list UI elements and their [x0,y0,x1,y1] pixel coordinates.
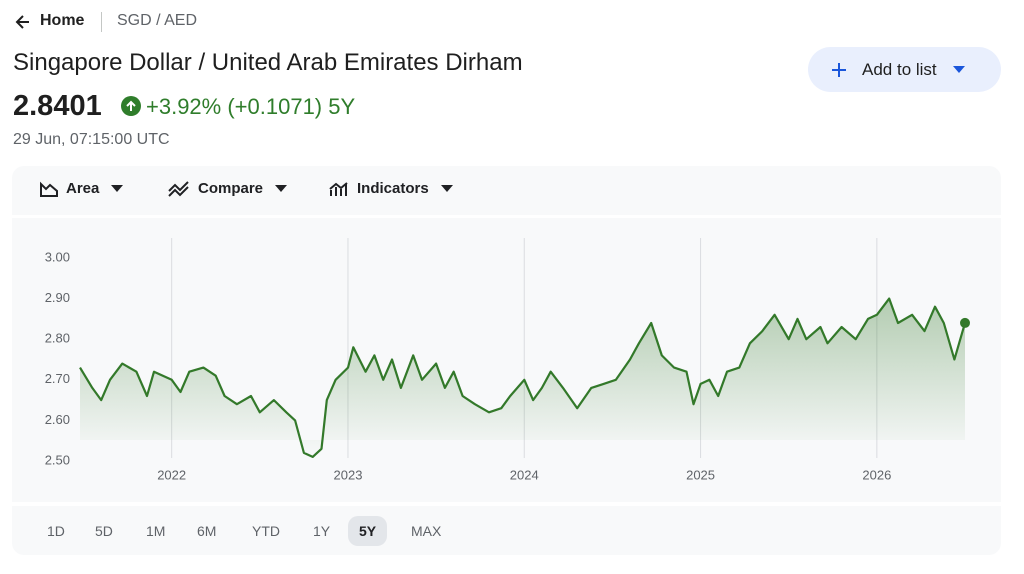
range-button[interactable]: 5D [95,523,113,539]
x-tick-label: 2023 [334,467,363,482]
area-menu[interactable]: Area [40,180,124,197]
last-point [960,317,970,328]
caret-icon [275,184,288,192]
home-link[interactable]: Home [40,12,85,29]
chart: 2022 2023 2024 2025 2026 2.50 2.60 2.70 2.80 2.90… [45,238,970,482]
range-button[interactable]: 1M [146,523,166,539]
price-line [79,297,967,458]
y-tick-label: 2.70 [45,371,70,386]
change: +3.92% (+0.1071) 5Y [146,94,356,119]
toolbar [12,166,1001,215]
x-tick-label: 2026 [862,467,891,482]
y-tick-label: 2.60 [45,412,70,427]
range-button[interactable]: 6M [197,523,217,539]
pair-label: SGD / AED [117,12,198,29]
back-icon[interactable] [14,13,32,31]
compare-menu[interactable]: Compare [168,180,288,197]
compare-label: Compare [198,180,264,197]
y-tick-label: 3.00 [45,249,70,264]
area-fill [80,298,965,457]
x-tick-label: 2025 [686,467,715,482]
indicators-icon [329,181,348,196]
y-tick-label: 2.80 [45,331,70,346]
y-tick-label: 2.50 [45,452,70,467]
x-tick-label: 2024 [510,467,539,482]
caret-icon [111,184,124,192]
x-tick-label: 2022 [157,467,186,482]
caret-icon [440,184,453,192]
timestamp: 29 Jun, 07:15:00 UTC [13,131,170,148]
caret-icon [952,65,965,73]
area-icon [40,181,58,197]
plus-icon [832,62,846,77]
range-button[interactable]: 5Y [348,516,388,546]
indicators-label: Indicators [357,180,429,197]
range-bar [12,506,1001,555]
range-button[interactable]: YTD [252,523,280,539]
button-label: Add to list [862,59,937,79]
compare-icon [168,180,189,197]
up-icon [121,96,141,116]
price: 2.8401 [13,90,102,122]
add-to-list-button[interactable]: Add to list [808,47,1001,92]
range-button[interactable]: 1Y [313,523,331,539]
divider [101,12,102,32]
y-tick-label: 2.90 [45,290,70,305]
range-button[interactable]: MAX [411,523,442,539]
range-button[interactable]: 1D [47,523,65,539]
area-label: Area [66,180,100,197]
indicators-menu[interactable]: Indicators [329,180,453,197]
title: Singapore Dollar / United Arab Emirates … [13,49,523,76]
